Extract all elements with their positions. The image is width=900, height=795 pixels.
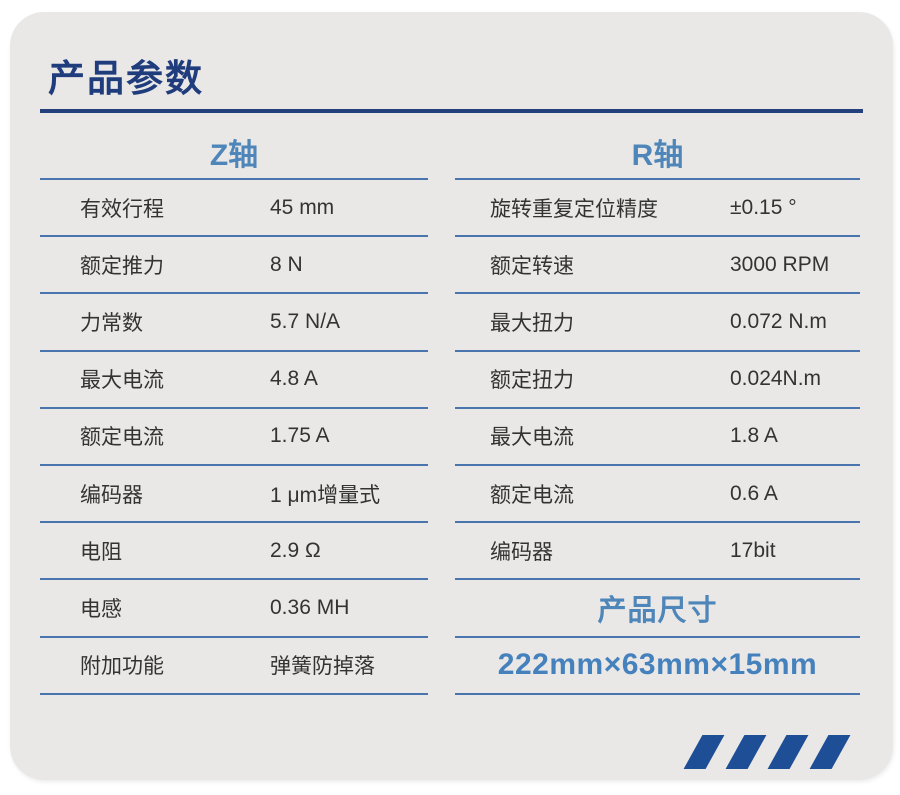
r-axis-header: R轴 <box>455 126 860 180</box>
row-label: 附加功能 <box>80 655 164 679</box>
stripe-icon <box>809 735 851 769</box>
table-row: 最大电流 1.8 A <box>455 409 860 466</box>
table-row: 额定扭力 0.024N.m <box>455 352 860 409</box>
row-value: 4.8 A <box>270 367 318 391</box>
row-value: 3000 RPM <box>730 252 830 276</box>
dimensions-value: 222mm×63mm×15mm <box>455 638 860 695</box>
row-value: 弹簧防掉落 <box>270 655 375 679</box>
row-value: 0.024N.m <box>730 367 822 391</box>
table-row: 电阻 2.9 Ω <box>40 523 428 581</box>
table-row: 编码器 1 μm增量式 <box>40 466 428 524</box>
decorative-stripes <box>683 735 851 769</box>
spec-card: 产品参数 Z轴 有效行程 45 mm 额定推力 8 N 力常数 5.7 N/A … <box>10 12 893 780</box>
table-row: 额定推力 8 N <box>40 237 428 295</box>
row-value: 5.7 N/A <box>270 309 341 333</box>
row-value: 1.75 A <box>270 424 330 448</box>
row-value: 0.072 N.m <box>730 309 827 333</box>
page-title: 产品参数 <box>48 58 204 99</box>
stripe-icon <box>767 735 809 769</box>
row-value: 8 N <box>270 252 303 276</box>
table-row: 额定电流 1.75 A <box>40 409 428 466</box>
table-row: 额定转速 3000 RPM <box>455 237 860 295</box>
table-row: 旋转重复定位精度 ±0.15 ° <box>455 180 860 238</box>
row-label: 旋转重复定位精度 <box>490 197 658 221</box>
table-row: 附加功能 弹簧防掉落 <box>40 638 428 695</box>
row-label: 编码器 <box>490 540 553 564</box>
r-axis-table: R轴 旋转重复定位精度 ±0.15 ° 额定转速 3000 RPM 最大扭力 0… <box>455 126 860 695</box>
table-row: 编码器 17bit <box>455 523 860 581</box>
row-label: 最大电流 <box>490 426 574 450</box>
row-label: 额定扭力 <box>490 369 574 393</box>
row-label: 最大扭力 <box>490 311 574 335</box>
row-value: 1.8 A <box>730 424 778 448</box>
row-value: 17bit <box>730 538 776 562</box>
table-row: 最大扭力 0.072 N.m <box>455 294 860 352</box>
stripe-icon <box>725 735 767 769</box>
z-axis-table: Z轴 有效行程 45 mm 额定推力 8 N 力常数 5.7 N/A 最大电流 … <box>40 126 428 695</box>
stripe-icon <box>683 735 725 769</box>
row-value: 0.36 MH <box>270 595 350 619</box>
row-value: 1 μm增量式 <box>270 483 381 507</box>
row-value: 45 mm <box>270 195 335 219</box>
table-row: 电感 0.36 MH <box>40 580 428 638</box>
table-row: 力常数 5.7 N/A <box>40 294 428 352</box>
row-label: 电感 <box>80 597 122 621</box>
row-label: 额定推力 <box>80 254 164 278</box>
table-row: 额定电流 0.6 A <box>455 466 860 524</box>
row-label: 额定电流 <box>80 426 164 450</box>
spec-columns: Z轴 有效行程 45 mm 额定推力 8 N 力常数 5.7 N/A 最大电流 … <box>40 126 860 695</box>
row-label: 有效行程 <box>80 197 164 221</box>
row-label: 编码器 <box>80 483 143 507</box>
dimensions-header: 产品尺寸 <box>455 580 860 638</box>
row-value: 0.6 A <box>730 481 778 505</box>
row-label: 额定转速 <box>490 254 574 278</box>
z-axis-header: Z轴 <box>40 126 428 180</box>
title-divider <box>40 109 863 113</box>
table-row: 最大电流 4.8 A <box>40 352 428 409</box>
row-label: 最大电流 <box>80 369 164 393</box>
row-label: 额定电流 <box>490 483 574 507</box>
row-label: 电阻 <box>80 540 122 564</box>
table-row: 有效行程 45 mm <box>40 180 428 238</box>
row-value: ±0.15 ° <box>730 195 797 219</box>
row-label: 力常数 <box>80 311 143 335</box>
row-value: 2.9 Ω <box>270 538 321 562</box>
